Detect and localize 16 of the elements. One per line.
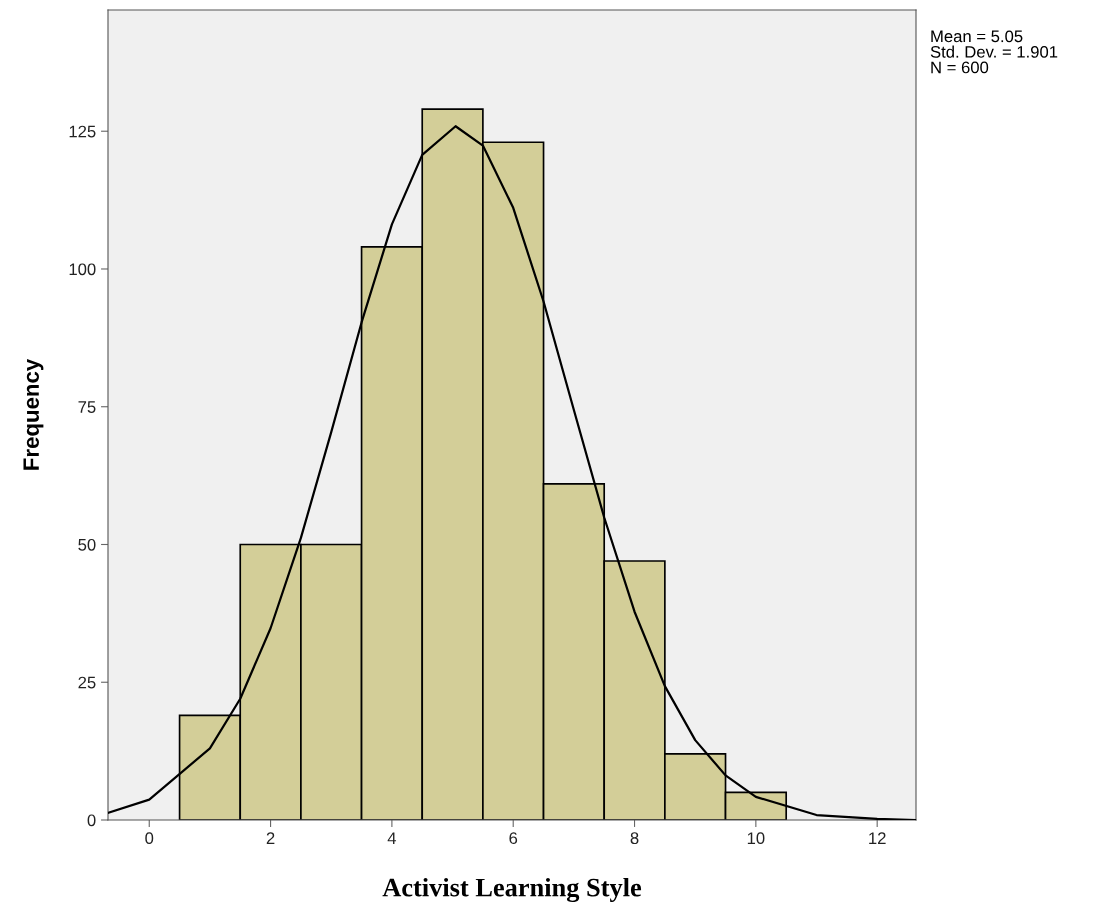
x-tick-label: 0 xyxy=(145,832,154,845)
x-tick-label: 8 xyxy=(630,832,639,845)
x-tick-label: 4 xyxy=(387,832,397,844)
text: Mean = 5.05 Std. Dev. = 1.901 N = 600 xyxy=(930,30,1058,74)
y-tick-label: 25 xyxy=(78,676,96,689)
y-tick-label: 50 xyxy=(78,538,96,551)
x-tick-label: 6 xyxy=(509,832,518,845)
x-axis-title: Activist Learning Style xyxy=(382,877,642,903)
x-tick-label: 2 xyxy=(266,832,275,844)
y-axis-title: Frequency xyxy=(23,358,44,470)
y-tick-label: 125 xyxy=(69,125,96,138)
y-tick-label: 0 xyxy=(87,814,96,827)
y-tick-label: 100 xyxy=(69,263,96,276)
x-tick-label: 10 xyxy=(747,832,765,845)
x-tick-label: 12 xyxy=(869,832,886,844)
y-tick-label: 75 xyxy=(78,401,96,413)
